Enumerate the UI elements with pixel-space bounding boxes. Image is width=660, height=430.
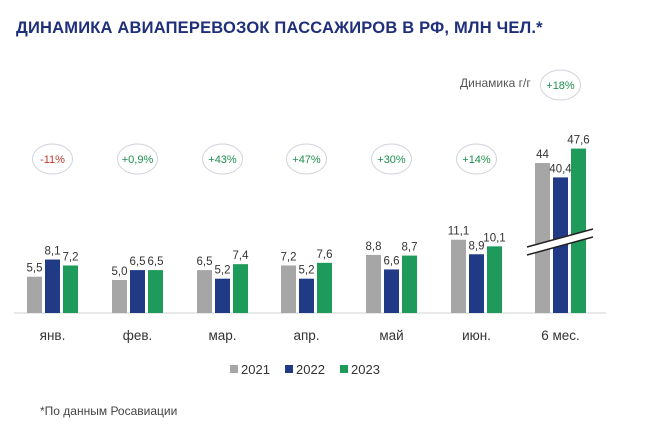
data-label: 6,6	[384, 255, 400, 267]
yoy-label: +43%	[208, 154, 237, 166]
bar-2023-0	[63, 265, 78, 313]
bar-2022-3	[299, 278, 314, 313]
chart-title: ДИНАМИКА АВИАПЕРЕВОЗОК ПАССАЖИРОВ В РФ, …	[16, 19, 543, 37]
bar-2023-2	[233, 264, 248, 313]
bar-2021-3	[281, 265, 296, 313]
bar-2021-0	[27, 276, 42, 313]
data-label: 6,5	[197, 256, 213, 268]
yoy-badge	[286, 143, 327, 175]
data-label: 47,6	[567, 135, 589, 147]
legend-label: 2022	[296, 362, 325, 377]
data-label: 11,1	[448, 226, 470, 238]
dynamics-label: Динамика г/г	[460, 76, 531, 90]
axis-break-line	[526, 236, 594, 256]
bar-2021-2	[197, 270, 212, 313]
data-label: 6,5	[148, 256, 164, 268]
legend-label: 2021	[241, 362, 270, 377]
data-label: 8,7	[402, 242, 418, 254]
bar-2021-5	[451, 239, 466, 313]
yoy-badge	[540, 69, 581, 101]
data-label: 7,6	[317, 249, 333, 261]
bar-2023-1	[148, 270, 163, 313]
category-label: янв.	[40, 328, 66, 343]
category-label: июн.	[462, 328, 491, 343]
data-label: 5,2	[215, 265, 231, 277]
legend-swatch-2022	[285, 365, 293, 373]
bar-2023-4	[402, 255, 417, 313]
legend-swatch-2021	[230, 365, 238, 373]
data-label: 8,1	[45, 246, 61, 258]
yoy-label: +47%	[292, 154, 321, 166]
bar-2022-5	[469, 254, 484, 313]
bar-2023-3	[317, 262, 332, 313]
legend-swatch-2023	[340, 365, 348, 373]
axis-break-gap	[527, 229, 593, 255]
data-label: 7,4	[233, 250, 250, 262]
bar-2021-6	[535, 163, 550, 313]
bar-2021-1	[112, 280, 127, 313]
legend-label: 2023	[351, 362, 380, 377]
yoy-label: +30%	[377, 154, 406, 166]
footnote: *По данным Росавиации	[40, 404, 178, 418]
yoy-badge	[456, 143, 497, 175]
yoy-badge	[32, 143, 73, 175]
bar-2022-0	[45, 259, 60, 313]
yoy-badge	[117, 143, 158, 175]
data-label: 6,5	[130, 256, 146, 268]
category-label: май	[379, 328, 403, 343]
data-label: 8,9	[469, 240, 485, 252]
category-label: апр.	[293, 328, 319, 343]
yoy-badge	[202, 143, 243, 175]
bar-2022-4	[384, 269, 399, 313]
data-label: 5,5	[27, 263, 43, 275]
data-label: 7,2	[281, 251, 297, 263]
data-label: 44	[536, 149, 549, 161]
bar-2023-5	[487, 246, 502, 313]
yoy-badge	[371, 143, 412, 175]
data-label: 40,4	[549, 163, 572, 175]
bar-2023-6	[571, 148, 586, 313]
category-label: мар.	[208, 328, 236, 343]
yoy-label: +18%	[546, 80, 575, 92]
data-label: 10,1	[483, 232, 505, 244]
yoy-label: +0,9%	[122, 154, 154, 166]
bar-2022-2	[215, 278, 230, 313]
category-label: фев.	[123, 328, 153, 343]
yoy-label: +14%	[462, 154, 491, 166]
data-label: 8,8	[366, 241, 382, 253]
axis-break-line	[526, 228, 594, 248]
data-label: 7,2	[63, 251, 79, 263]
bar-2022-1	[130, 270, 145, 313]
data-label: 5,2	[299, 265, 315, 277]
data-label: 5,0	[112, 266, 128, 278]
yoy-label: -11%	[40, 154, 65, 166]
category-label: 6 мес.	[541, 328, 580, 343]
bar-2021-4	[366, 254, 381, 313]
